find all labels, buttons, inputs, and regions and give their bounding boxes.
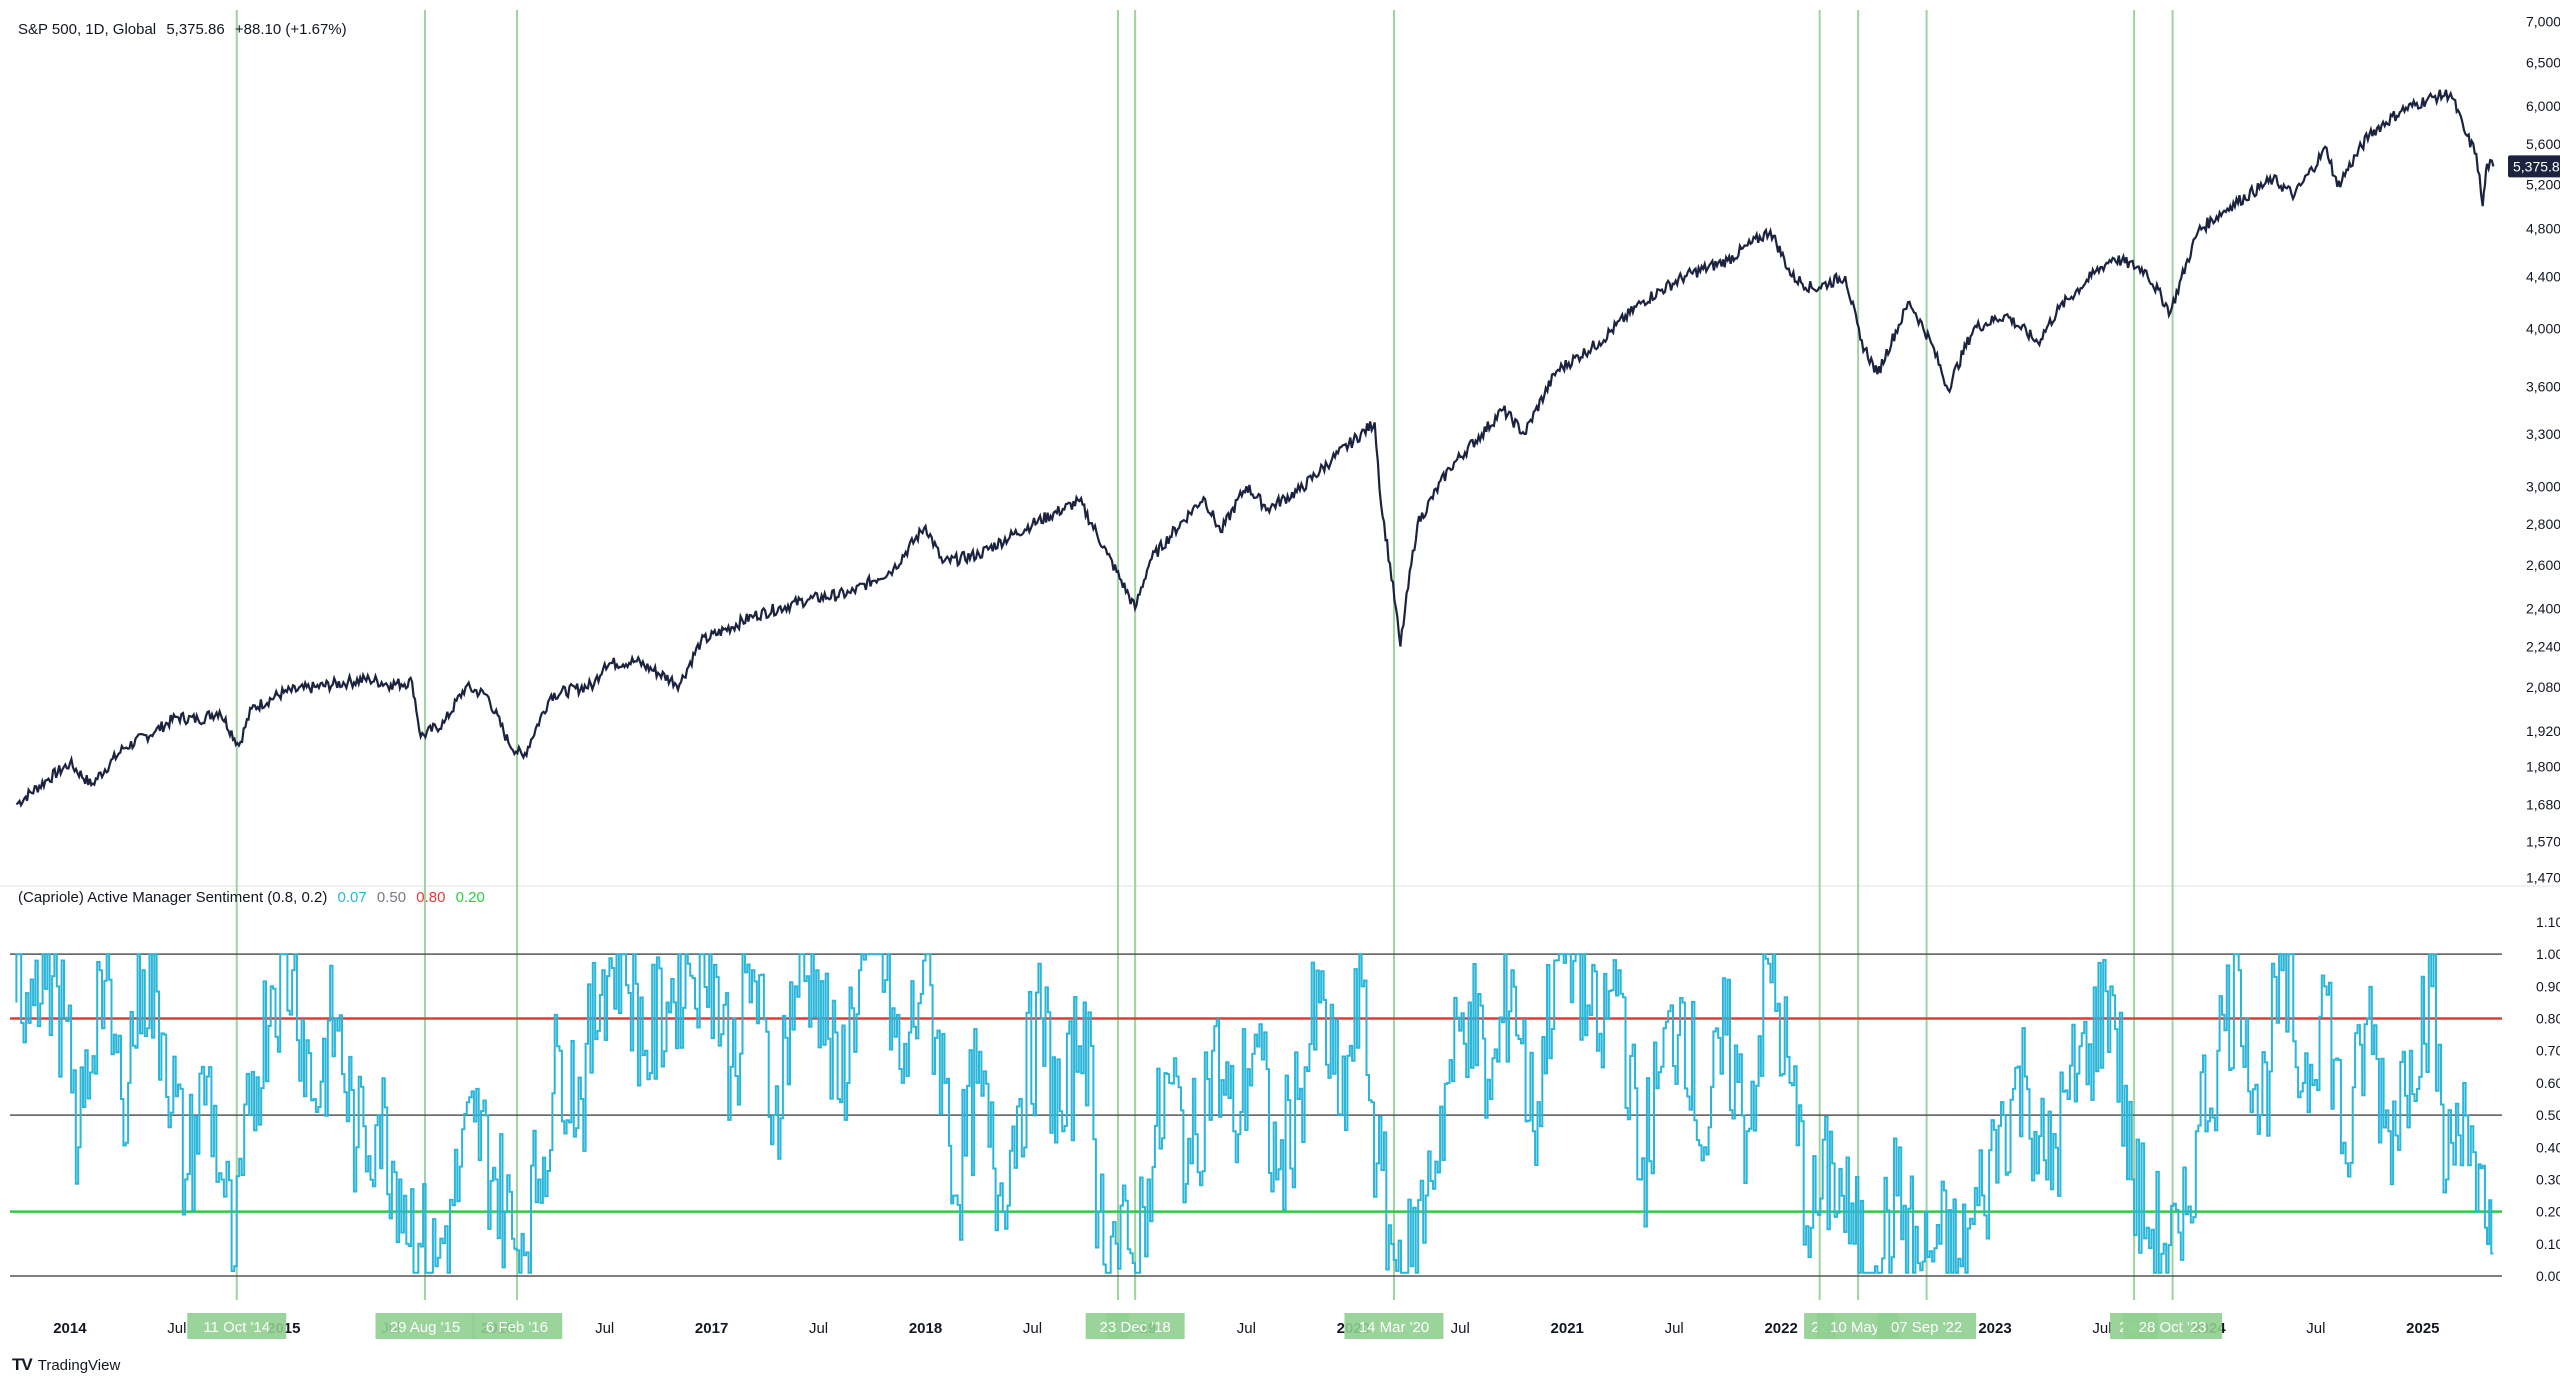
price-tick-label-10: 3,000.00 — [2526, 478, 2560, 494]
marker-label-10: 28 Oct '23 — [2139, 1319, 2207, 1336]
time-tick-label-6: 2017 — [695, 1320, 728, 1337]
indicator-legend: (Capriole) Active Manager Sentiment (0.8… — [18, 889, 491, 906]
time-tick-label-14: 2021 — [1551, 1320, 1584, 1337]
tradingview-brand[interactable]: TV TradingView — [12, 1355, 120, 1375]
last-price-badge — [2508, 155, 2560, 178]
price-tick-label-20: 1,470.00 — [2526, 869, 2560, 885]
indicator-value-lower: 0.20 — [455, 889, 485, 906]
main-legend: S&P 500, 1D, Global 5,375.86 +88.10 (+1.… — [18, 21, 353, 38]
brand-text: TradingView — [37, 1356, 121, 1374]
last-price: 5,375.86 — [166, 21, 225, 38]
price-tick-label-15: 2,080.00 — [2526, 679, 2560, 695]
marker-label-bg-8 — [1877, 1313, 1977, 1339]
price-tick-label-4: 5,200.00 — [2526, 177, 2560, 193]
time-tick-label-21: Jul — [2306, 1320, 2325, 1337]
marker-label-bg-2 — [471, 1313, 563, 1339]
indicator-title: (Capriole) Active Manager Sentiment (0.8… — [18, 889, 328, 906]
time-tick-label-7: Jul — [809, 1320, 828, 1337]
price-tick-label-9: 3,300.00 — [2526, 426, 2560, 442]
marker-label-4: 23 Dec '18 — [1100, 1319, 1171, 1336]
indicator-value-upper: 0.80 — [416, 889, 446, 906]
price-tick-label-8: 3,600.00 — [2526, 378, 2560, 394]
sentiment-tick-label-3: 0.80 — [2536, 1011, 2560, 1027]
price-tick-label-17: 1,800.00 — [2526, 758, 2560, 774]
time-tick-label-16: 2022 — [1764, 1320, 1797, 1337]
marker-label-bg-1 — [375, 1313, 475, 1339]
marker-label-1: 29 Aug '15 — [390, 1319, 460, 1336]
marker-label-bg-4 — [1085, 1313, 1185, 1339]
price-tick-label-12: 2,600.00 — [2526, 557, 2560, 573]
time-tick-label-8: 2018 — [909, 1320, 942, 1337]
price-tick-label-1: 6,500.00 — [2526, 54, 2560, 70]
time-tick-label-19: Jul — [2092, 1320, 2111, 1337]
sentiment-tick-label-9: 0.20 — [2536, 1204, 2560, 1220]
price-tick-label-14: 2,240.00 — [2526, 638, 2560, 654]
marker-label-0: 11 Oct '14 — [203, 1319, 270, 1336]
price-tick-label-2: 6,000.00 — [2526, 98, 2560, 114]
marker-label-5: 14 Mar '20 — [1359, 1319, 1429, 1336]
marker-label-bg-10 — [2123, 1313, 2223, 1339]
price-change: +88.10 (+1.67%) — [234, 21, 347, 38]
sentiment-tick-label-2: 0.90 — [2536, 978, 2560, 994]
marker-label-7: 10 May ' — [1830, 1319, 1886, 1336]
time-tick-label-9: Jul — [1023, 1320, 1042, 1337]
indicator-value-current: 0.07 — [337, 889, 367, 906]
sentiment-tick-label-10: 0.10 — [2536, 1236, 2560, 1252]
sentiment-tick-label-0: 1.10 — [2536, 914, 2560, 930]
tradingview-logo-icon: TV — [12, 1355, 33, 1374]
sentiment-series-line — [15, 953, 2494, 1274]
time-tick-label-18: 2023 — [1978, 1320, 2011, 1337]
marker-label-2: 6 Feb '16 — [486, 1319, 548, 1336]
last-price-badge-label: 5,375.86 — [2513, 158, 2560, 174]
time-tick-label-11: Jul — [1237, 1320, 1256, 1337]
sentiment-tick-label-6: 0.50 — [2536, 1107, 2560, 1123]
time-tick-label-22: 2025 — [2406, 1320, 2439, 1337]
marker-label-bg-0 — [187, 1313, 287, 1339]
price-tick-label-11: 2,800.00 — [2526, 516, 2560, 532]
time-tick-label-13: Jul — [1451, 1320, 1470, 1337]
time-tick-label-5: Jul — [595, 1320, 614, 1337]
time-tick-label-1: Jul — [167, 1320, 186, 1337]
symbol-title: S&P 500, 1D, Global — [18, 21, 157, 38]
price-tick-label-13: 2,400.00 — [2526, 601, 2560, 617]
indicator-value-mid: 0.50 — [376, 889, 407, 906]
price-series-line — [15, 89, 2495, 808]
sentiment-tick-label-1: 1.00 — [2536, 946, 2560, 962]
price-tick-label-5: 4,800.00 — [2526, 221, 2560, 237]
marker-label-8: 07 Sep '22 — [1891, 1319, 1962, 1336]
sentiment-tick-label-5: 0.60 — [2536, 1075, 2560, 1091]
time-tick-label-0: 2014 — [53, 1320, 87, 1337]
marker-label-bg-5 — [1344, 1313, 1444, 1339]
sentiment-tick-label-7: 0.40 — [2536, 1139, 2560, 1155]
price-tick-label-19: 1,570.00 — [2526, 833, 2560, 849]
sentiment-tick-label-11: 0.00 — [2536, 1268, 2560, 1284]
price-tick-label-16: 1,920.00 — [2526, 723, 2560, 739]
price-tick-label-3: 5,600.00 — [2526, 136, 2560, 152]
price-tick-label-6: 4,400.00 — [2526, 268, 2560, 284]
sentiment-tick-label-8: 0.30 — [2536, 1171, 2560, 1187]
price-tick-label-7: 4,000.00 — [2526, 321, 2560, 337]
sentiment-tick-label-4: 0.70 — [2536, 1043, 2560, 1059]
price-tick-label-18: 1,680.00 — [2526, 796, 2560, 812]
time-tick-label-15: Jul — [1665, 1320, 1684, 1337]
price-tick-label-0: 7,000.00 — [2526, 14, 2560, 30]
